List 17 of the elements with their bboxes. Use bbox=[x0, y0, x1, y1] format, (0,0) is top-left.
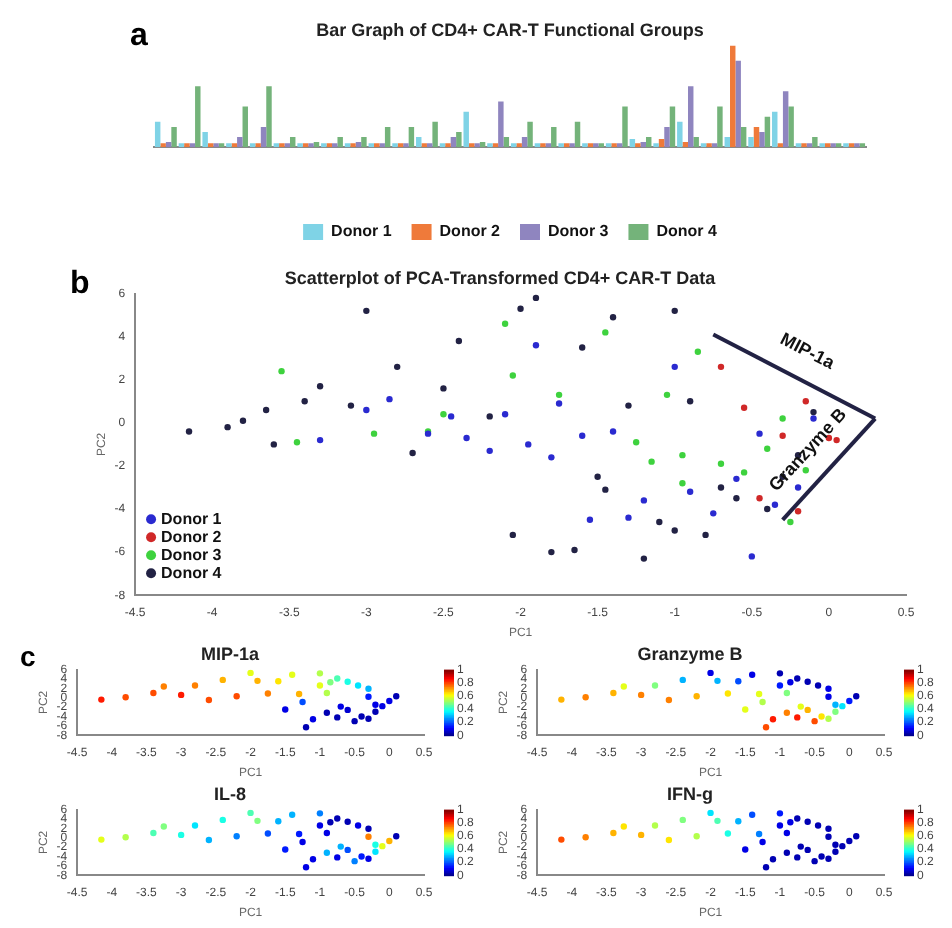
chart-title: Granzyme B bbox=[637, 643, 744, 664]
chart-title: IFN-g bbox=[667, 783, 713, 804]
text: a bbox=[130, 18, 148, 53]
legend-label: Donor 2 bbox=[161, 527, 223, 546]
legend-label: Donor 2 bbox=[439, 222, 502, 241]
legend-label: Donor 1 bbox=[161, 509, 223, 528]
chart-title: IL-8 bbox=[213, 783, 247, 804]
text: b bbox=[70, 266, 90, 301]
legend-label: Donor 1 bbox=[331, 222, 393, 241]
legend-label: Donor 3 bbox=[161, 545, 223, 564]
chart-title: Bar Graph of CD4+ CAR-T Functional Groups bbox=[316, 19, 704, 40]
chart-title: MIP-1a bbox=[200, 643, 261, 664]
chart-title: Scatterplot of PCA-Transformed CD4+ CAR-T Data bbox=[284, 267, 718, 288]
legend-label: Donor 4 bbox=[656, 222, 718, 241]
legend-label: Donor 3 bbox=[548, 222, 610, 241]
legend-label: Donor 4 bbox=[161, 563, 223, 582]
text: c bbox=[20, 639, 36, 672]
